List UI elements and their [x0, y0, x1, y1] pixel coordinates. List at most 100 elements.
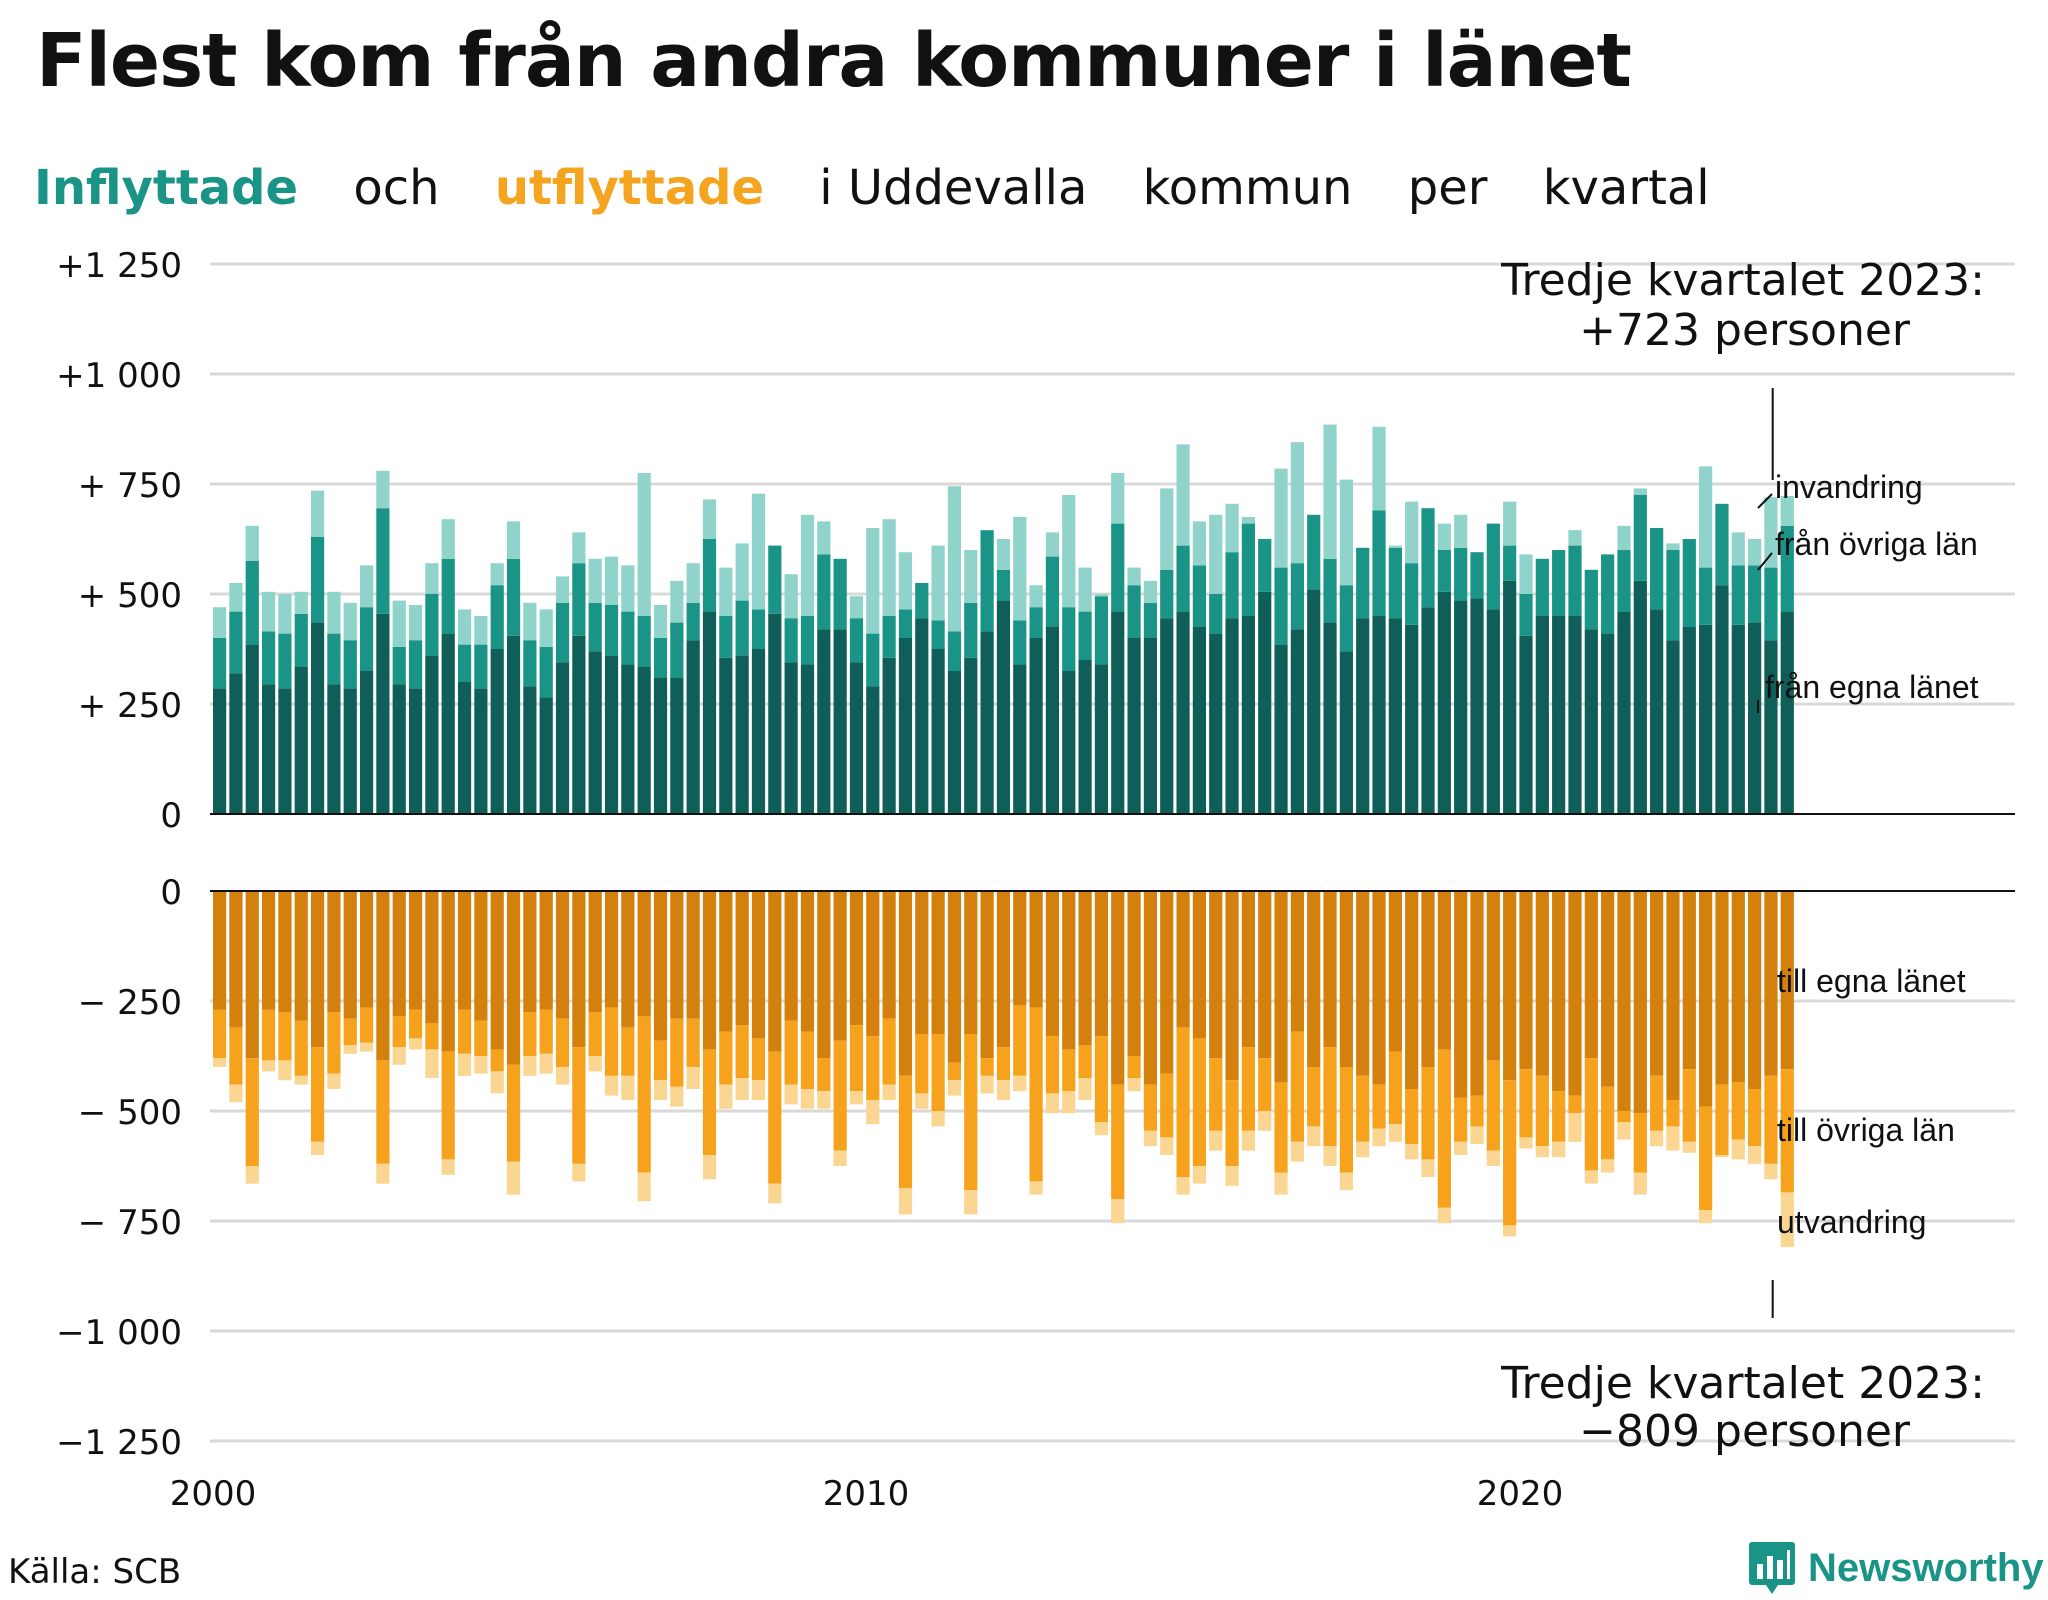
bar-in-segment: [1421, 508, 1435, 608]
bar-out-segment: [1584, 1170, 1598, 1184]
bar-out-segment: [213, 891, 227, 1010]
bar-out-segment: [1013, 1005, 1027, 1076]
bar-in-segment: [931, 620, 945, 649]
bar-in-segment: [213, 638, 227, 689]
bar-out-segment: [1372, 1128, 1386, 1147]
bar-out-segment: [359, 1007, 374, 1043]
bar-in-segment: [376, 508, 390, 614]
bar-out-segment: [572, 891, 586, 1048]
bar-out-segment: [572, 1163, 586, 1182]
bar-out-segment: [278, 1060, 292, 1081]
bar-in-segment: [294, 591, 308, 614]
bar-out-segment: [1666, 891, 1680, 1100]
bar-out-segment: [1225, 1166, 1239, 1186]
bar-in-segment: [441, 519, 455, 559]
bar-out-segment: [1176, 1177, 1190, 1195]
bar-out-segment: [457, 891, 472, 1010]
bar-out-segment: [572, 1047, 586, 1164]
bar-out-segment: [1013, 891, 1027, 1006]
bar-out-segment: [392, 1047, 406, 1065]
subtitle-out-label: utflyttade: [494, 160, 764, 216]
bar-in-segment: [1111, 523, 1125, 612]
bar-out-segment: [1519, 1137, 1533, 1149]
bar-in-segment: [490, 563, 504, 586]
bar-in-segment: [670, 580, 684, 623]
bar-in-segment: [1094, 596, 1109, 665]
y-tick-label: +1 250: [56, 246, 182, 286]
bar-out-segment: [1209, 1130, 1223, 1151]
bar-in-segment: [376, 613, 390, 814]
bar-in-segment: [294, 613, 308, 667]
bar-out-segment: [1748, 1146, 1762, 1164]
bar-in-segment: [343, 602, 357, 641]
annotation-top-line1: Tredje kvartalet 2023:: [1500, 255, 1985, 306]
bar-in-segment: [1323, 558, 1337, 623]
bar-out-segment: [1633, 1172, 1647, 1195]
bar-in-segment: [1405, 563, 1419, 625]
bar-out-segment: [1699, 891, 1713, 1107]
bar-in-segment: [849, 618, 864, 663]
bar-in-segment: [1094, 594, 1109, 597]
bar-out-segment: [1111, 1199, 1125, 1224]
bar-out-segment: [1780, 1192, 1794, 1247]
bar-in-segment: [555, 662, 570, 814]
bar-out-segment: [670, 1086, 684, 1107]
bar-out-segment: [1470, 1095, 1484, 1127]
bar-in-segment: [343, 688, 357, 814]
bar-out-segment: [229, 1084, 243, 1103]
bar-out-segment: [1650, 891, 1664, 1076]
bar-in-segment: [1274, 567, 1288, 645]
bar-out-segment: [1715, 1084, 1729, 1155]
bar-out-segment: [539, 1053, 553, 1074]
bar-out-segment: [245, 1166, 259, 1184]
y-tick-label: −1 000: [56, 1313, 182, 1353]
bar-out-segment: [1241, 1047, 1255, 1131]
bar-out-segment: [343, 1018, 357, 1045]
bar-out-segment: [621, 1027, 635, 1076]
bar-out-segment: [817, 1091, 831, 1109]
bar-out-segment: [343, 1045, 357, 1054]
bar-in-segment: [817, 521, 831, 555]
bar-out-segment: [506, 891, 521, 1065]
bar-out-segment: [229, 1027, 243, 1085]
bar-out-segment: [1486, 1060, 1500, 1151]
x-tick-label: 2010: [823, 1474, 910, 1514]
bar-in-segment: [392, 600, 406, 647]
bar-in-segment: [996, 569, 1011, 601]
bar-out-segment: [833, 1040, 847, 1151]
bar-in-segment: [1699, 466, 1713, 568]
bar-in-segment: [849, 596, 864, 619]
bar-in-segment: [1258, 591, 1272, 814]
bar-out-segment: [1535, 1146, 1549, 1158]
bar-out-segment: [1176, 891, 1190, 1028]
bar-out-segment: [359, 1042, 374, 1052]
bar-out-segment: [980, 891, 994, 1059]
subtitle-word: i Uddevalla: [819, 160, 1088, 216]
bar-in-segment: [572, 563, 586, 636]
bar-in-segment: [1454, 514, 1468, 548]
bar-in-segment: [506, 635, 521, 814]
bar-in-segment: [882, 519, 896, 616]
bar-in-segment: [964, 550, 978, 603]
bar-in-segment: [621, 664, 635, 814]
bar-out-segment: [964, 1034, 978, 1191]
bar-in-segment: [1078, 611, 1092, 660]
y-tick-label: 0: [160, 873, 182, 913]
bar-in-segment: [1503, 545, 1517, 581]
bar-out-segment: [213, 1058, 227, 1067]
bar-out-segment: [457, 1009, 472, 1054]
bar-out-segment: [1192, 1038, 1206, 1166]
bar-out-segment: [784, 1020, 798, 1085]
chart-title: Flest kom från andra kommuner i länet: [36, 18, 1632, 104]
bar-out-segment: [539, 1009, 553, 1054]
bar-out-segment: [1682, 1141, 1696, 1153]
bar-in-segment: [441, 558, 455, 634]
bar-in-segment: [882, 616, 896, 658]
bar-out-segment: [490, 1071, 504, 1094]
bar-out-segment: [931, 1111, 945, 1127]
bar-in-segment: [735, 543, 749, 601]
bar-out-segment: [931, 1034, 945, 1111]
bar-in-segment: [686, 640, 700, 814]
bar-in-segment: [294, 666, 308, 814]
bar-out-segment: [1601, 1086, 1615, 1160]
